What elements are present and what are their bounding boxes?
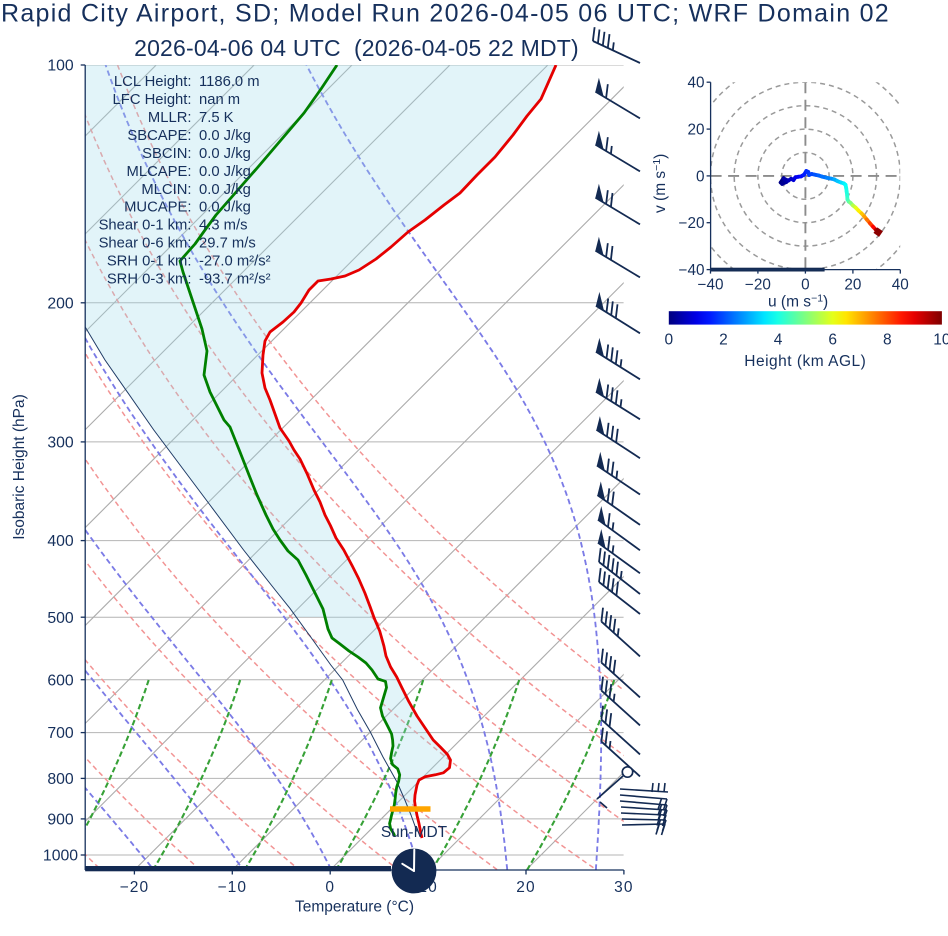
svg-text:400: 400 <box>47 533 74 550</box>
svg-text:10: 10 <box>933 332 948 349</box>
svg-text:700: 700 <box>47 725 74 742</box>
svg-text:MLCAPE:: MLCAPE: <box>127 164 192 180</box>
svg-text:Isobaric Height (hPa): Isobaric Height (hPa) <box>11 394 28 540</box>
svg-text:Shear 0-1 km:: Shear 0-1 km: <box>99 218 192 234</box>
svg-text:−40: −40 <box>679 262 705 279</box>
svg-text:−40: −40 <box>698 277 724 294</box>
svg-text:−10: −10 <box>218 879 248 896</box>
svg-text:LCL Height:: LCL Height: <box>114 74 192 90</box>
svg-text:500: 500 <box>47 610 74 627</box>
svg-text:29.7 m/s: 29.7 m/s <box>199 236 256 252</box>
svg-text:6: 6 <box>828 332 837 349</box>
svg-text:Rapid City Airport, SD; Model: Rapid City Airport, SD; Model Run 2026-0… <box>1 0 890 28</box>
svg-text:0.0 J/kg: 0.0 J/kg <box>199 182 251 198</box>
svg-text:20: 20 <box>687 122 704 139</box>
svg-text:MLCIN:: MLCIN: <box>141 182 191 198</box>
svg-text:600: 600 <box>47 672 74 689</box>
svg-text:30: 30 <box>614 879 633 896</box>
svg-text:8: 8 <box>883 332 892 349</box>
svg-text:20: 20 <box>844 277 861 294</box>
svg-text:300: 300 <box>47 435 74 452</box>
svg-text:0.0 J/kg: 0.0 J/kg <box>199 128 251 144</box>
svg-text:0.0 J/kg: 0.0 J/kg <box>199 164 251 180</box>
svg-text:Height (km AGL): Height (km AGL) <box>744 353 866 370</box>
svg-text:900: 900 <box>47 812 74 829</box>
svg-text:MLLR:: MLLR: <box>148 110 192 126</box>
svg-text:0.0 J/kg: 0.0 J/kg <box>199 146 251 162</box>
svg-text:SRH 0-3 km:: SRH 0-3 km: <box>107 271 192 287</box>
svg-text:2: 2 <box>719 332 728 349</box>
svg-text:1186.0 m: 1186.0 m <box>199 74 260 90</box>
svg-text:4.3 m/s: 4.3 m/s <box>199 218 248 234</box>
svg-text:40: 40 <box>687 75 704 92</box>
svg-text:Temperature (°C): Temperature (°C) <box>295 899 414 916</box>
svg-text:0: 0 <box>801 277 810 294</box>
svg-text:SBCIN:: SBCIN: <box>142 146 191 162</box>
svg-text:40: 40 <box>892 277 909 294</box>
svg-text:2026-04-06 04 UTC (2026-04-05: 2026-04-06 04 UTC (2026-04-05 22 MDT) <box>134 35 579 61</box>
svg-text:SRH 0-1 km:: SRH 0-1 km: <box>107 254 192 270</box>
svg-text:Sun-MDT: Sun-MDT <box>381 824 448 841</box>
svg-text:20: 20 <box>516 879 535 896</box>
svg-text:MUCAPE:: MUCAPE: <box>124 200 191 216</box>
svg-text:4: 4 <box>774 332 783 349</box>
svg-text:0.0 J/kg: 0.0 J/kg <box>199 200 251 216</box>
svg-text:7.5 K: 7.5 K <box>199 110 234 126</box>
svg-text:0: 0 <box>664 332 673 349</box>
svg-text:100: 100 <box>47 58 74 75</box>
svg-text:−20: −20 <box>120 879 150 896</box>
svg-text:-93.7 m²/s²: -93.7 m²/s² <box>199 271 271 287</box>
svg-text:Shear 0-6 km:: Shear 0-6 km: <box>99 236 192 252</box>
svg-text:200: 200 <box>47 295 74 312</box>
svg-text:0: 0 <box>325 879 335 896</box>
svg-text:nan m: nan m <box>199 92 240 108</box>
svg-text:-27.0 m²/s²: -27.0 m²/s² <box>199 254 271 270</box>
svg-text:0: 0 <box>696 168 705 185</box>
svg-text:−20: −20 <box>679 215 705 232</box>
svg-text:1000: 1000 <box>43 848 78 865</box>
svg-text:800: 800 <box>47 771 74 788</box>
svg-text:−20: −20 <box>745 277 771 294</box>
svg-text:LFC Height:: LFC Height: <box>113 92 192 108</box>
svg-text:SBCAPE:: SBCAPE: <box>127 128 191 144</box>
